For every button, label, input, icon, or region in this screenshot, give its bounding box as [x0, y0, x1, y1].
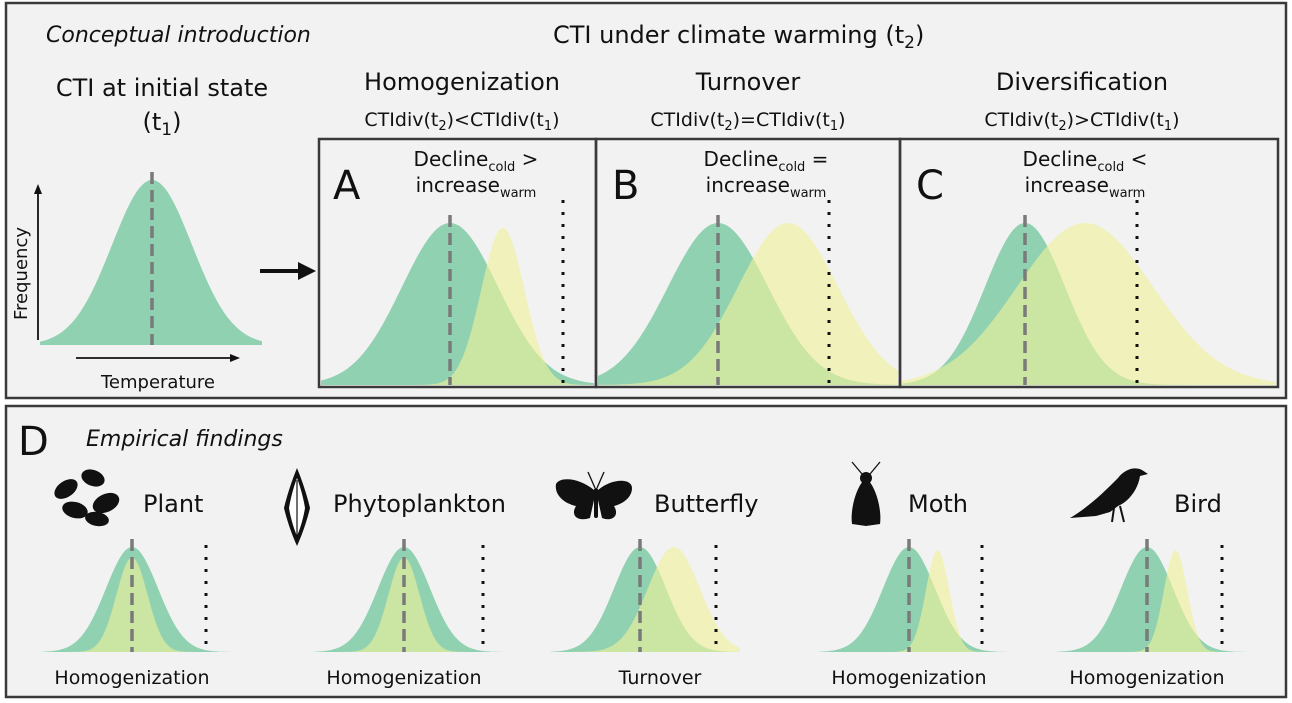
panel-b-decline-label: Declinecold =	[704, 147, 829, 175]
taxon-butterfly-outcome: Turnover	[618, 667, 702, 689]
panel-b-title: Turnover	[695, 68, 801, 96]
taxon-plant-warm-distribution	[42, 557, 232, 652]
panel-c-decline-label: Declinecold <	[1023, 147, 1148, 175]
leaves-icon	[54, 469, 120, 527]
panel-a-letter: A	[333, 163, 361, 209]
panel-b-letter: B	[612, 163, 639, 209]
x-axis-label: Temperature	[100, 372, 215, 393]
panel-c-increase-label: increasewarm	[1025, 173, 1146, 201]
panel-b-increase-label: increasewarm	[706, 173, 827, 201]
taxon-moth-name: Moth	[908, 490, 968, 518]
taxon-plant-outcome: Homogenization	[54, 667, 209, 689]
taxon-moth-outcome: Homogenization	[831, 667, 986, 689]
panel-b-warm-distribution	[598, 223, 898, 385]
panel-c-box	[898, 137, 1280, 389]
initial-distribution	[40, 172, 262, 345]
taxon-plant-name: Plant	[143, 490, 203, 518]
initial-axes	[34, 184, 240, 362]
panel-a-formula: CTIdiv(t2)<CTIdiv(t1)	[364, 109, 559, 134]
panel-a-warm-distribution	[321, 227, 594, 385]
initial-state-time: (t1)	[143, 108, 182, 140]
bird-icon	[1070, 468, 1148, 523]
panel-c-letter: C	[916, 163, 944, 209]
panel-c-formula: CTIdiv(t2)>CTIdiv(t1)	[984, 109, 1179, 134]
taxon-phytoplankton-name: Phytoplankton	[333, 490, 506, 518]
panel-c-warm-distribution	[902, 223, 1276, 385]
taxon-butterfly-warm-distribution	[550, 547, 740, 652]
panel-c-title: Diversification	[996, 68, 1168, 96]
arrow-icon	[260, 262, 316, 280]
taxon-bird-outcome: Homogenization	[1069, 667, 1224, 689]
taxon-moth-cold-distribution	[819, 547, 1009, 652]
initial-state-title: CTI at initial state	[56, 74, 268, 102]
panel-d-letter: D	[18, 419, 49, 465]
taxon-phytoplankton-warm-distribution	[314, 557, 504, 652]
butterfly-icon	[555, 471, 632, 520]
panel-a-title: Homogenization	[364, 68, 560, 96]
conceptual-heading: Conceptual introduction	[46, 23, 311, 48]
taxon-butterfly-name: Butterfly	[654, 490, 758, 518]
taxon-phytoplankton-outcome: Homogenization	[326, 667, 481, 689]
y-axis-label: Frequency	[11, 227, 32, 320]
taxon-bird-name: Bird	[1174, 490, 1222, 518]
panel-a-increase-label: increasewarm	[416, 173, 537, 201]
panel-a-decline-label: Declinecold >	[414, 147, 539, 175]
taxon-bird-cold-distribution	[1057, 547, 1247, 652]
diatom-icon	[284, 468, 310, 546]
moth-icon	[851, 461, 881, 526]
empirical-heading: Empirical findings	[86, 427, 283, 452]
panel-b-formula: CTIdiv(t2)=CTIdiv(t1)	[650, 109, 845, 134]
warming-heading: CTI under climate warming (t2)	[553, 21, 924, 53]
